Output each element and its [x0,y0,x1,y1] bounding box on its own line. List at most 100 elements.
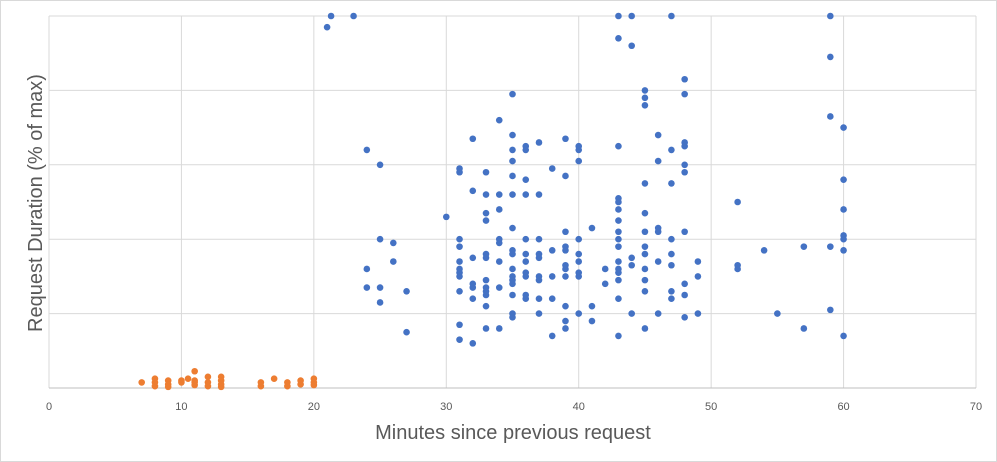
data-point-blue [760,247,768,254]
data-point-orange [270,375,278,383]
data-point-orange [178,379,185,386]
data-point-blue [681,291,688,299]
data-point-blue [615,142,622,150]
data-point-blue [694,310,702,317]
data-point-blue [641,228,649,236]
data-point-blue [456,287,463,295]
data-point-blue [562,265,569,273]
data-point-blue [535,254,543,262]
data-point-blue [562,317,569,325]
data-point-blue [615,217,622,224]
data-point-blue [323,23,331,31]
data-point-blue [575,146,583,154]
data-point-blue [615,235,622,243]
data-point-blue [628,261,635,269]
data-point-blue [522,235,530,243]
data-point-blue [681,280,688,288]
data-point-blue [694,273,702,280]
data-point-blue [575,235,583,243]
data-point-blue [562,228,569,236]
data-point-blue [548,247,556,254]
data-point-blue [403,328,410,336]
data-point-blue [681,142,688,150]
data-point-blue [482,168,490,176]
data-point-orange [184,375,192,383]
data-point-blue [535,191,543,198]
data-point-blue [456,258,463,265]
data-point-blue [668,12,675,20]
data-point-blue [456,273,463,280]
data-point-blue [654,258,662,265]
data-point-blue [376,284,384,291]
data-point-blue [641,243,649,250]
data-point-blue [575,310,583,317]
data-point-blue [615,258,622,265]
data-point-blue [482,276,490,284]
data-point-blue [588,224,596,232]
data-point-blue [482,302,490,310]
data-point-blue [575,157,583,165]
data-point-blue [535,310,543,317]
data-point-blue [509,146,516,154]
data-point-blue [628,42,635,50]
data-point-blue [681,314,688,321]
data-point-blue [390,258,397,265]
data-point-blue [509,191,516,198]
data-point-blue [615,276,622,284]
data-point-blue [509,131,516,139]
x-tick-label: 30 [440,401,452,413]
data-point-blue [469,135,477,143]
data-point-blue [681,168,688,176]
x-axis-title: Minutes since previous request [375,422,651,444]
data-point-blue [641,250,649,258]
data-point-blue [641,276,649,284]
y-axis-title: Request Duration (% of max) [25,74,47,332]
data-point-orange [191,381,198,389]
data-point-blue [350,12,357,20]
data-point-orange [204,373,212,381]
data-point-blue [469,254,477,262]
data-point-blue [363,284,371,291]
data-point-orange [257,382,265,390]
data-point-blue [509,291,516,299]
gridlines [48,15,977,389]
data-point-blue [668,180,675,187]
data-point-orange [284,382,291,390]
data-point-blue [641,87,649,94]
data-point-blue [495,191,503,198]
data-point-blue [827,306,834,314]
data-point-blue [641,94,649,102]
data-point-blue [482,291,490,299]
data-point-blue [654,131,662,139]
data-point-blue [495,206,503,213]
x-tick-label: 0 [46,401,52,413]
data-point-orange [217,383,225,391]
data-point-blue [615,198,622,206]
data-point-blue [495,116,503,124]
data-point-blue [800,243,808,250]
data-point-blue [681,161,688,169]
data-point-blue [588,302,596,310]
x-tick-label: 10 [175,401,187,413]
data-point-blue [509,250,516,258]
data-point-blue [509,265,516,273]
data-point-blue [575,258,583,265]
data-point-orange [151,382,159,390]
data-point-blue [363,146,371,154]
data-point-blue [469,340,477,347]
data-point-blue [628,310,635,317]
data-point-blue [628,254,635,262]
data-point-blue [562,247,569,254]
data-point-blue [840,176,847,183]
data-point-blue [469,295,477,303]
data-point-blue [522,191,530,198]
data-point-blue [535,139,543,146]
data-point-blue [654,310,662,317]
data-point-blue [601,280,609,288]
data-point-blue [694,258,702,265]
data-point-blue [588,317,596,325]
data-point-blue [668,235,675,243]
data-point-blue [681,228,688,236]
